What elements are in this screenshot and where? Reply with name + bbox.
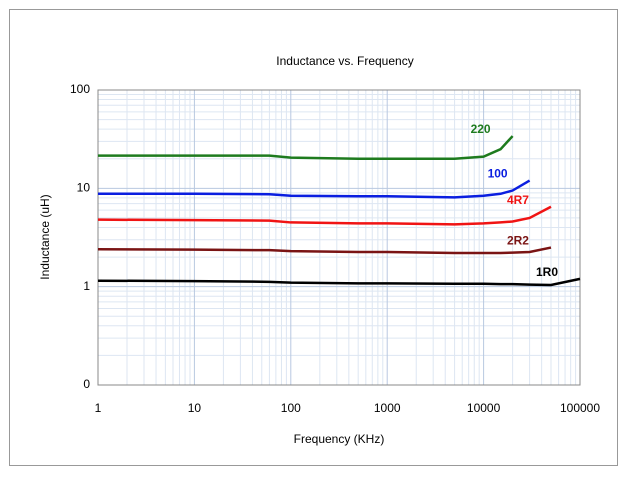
x-tick-label: 1000: [374, 401, 401, 415]
y-tick-label: 1: [83, 279, 90, 293]
chart-title: Inductance vs. Frequency: [276, 54, 413, 68]
plot-frame: [97, 89, 581, 386]
y-tick-label: 10: [77, 181, 91, 195]
series-line: [98, 135, 514, 160]
x-tick-label: 100: [281, 401, 301, 415]
chart-border: [9, 9, 618, 466]
series-label: 2R2: [507, 234, 529, 248]
x-axis-label: Frequency (KHz): [294, 432, 385, 446]
series-line: [97, 205, 552, 226]
series-label: 1R0: [536, 265, 558, 279]
y-axis-label: Inductance (uH): [38, 194, 52, 279]
series-label: 220: [471, 122, 491, 136]
y-tick-label: 100: [70, 82, 90, 96]
x-tick-label: 1: [95, 401, 102, 415]
x-tick-label: 100000: [560, 401, 600, 415]
series-label: 100: [488, 167, 508, 181]
series-line: [97, 246, 552, 255]
series-label: 4R7: [507, 193, 529, 207]
series-line: [97, 277, 581, 287]
y-tick-label: 0: [83, 377, 90, 391]
x-tick-label: 10: [188, 401, 202, 415]
series-line: [98, 179, 531, 199]
x-tick-label: 10000: [467, 401, 501, 415]
